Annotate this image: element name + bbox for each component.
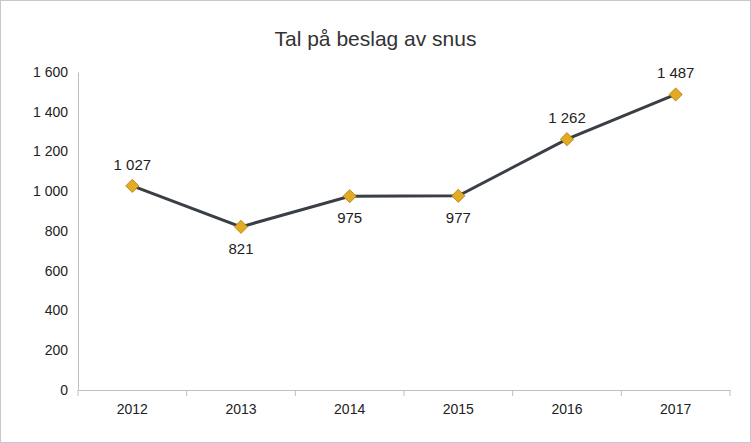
y-tick: 600: [45, 263, 78, 279]
x-separators: [78, 390, 730, 396]
y-tick: 0: [60, 382, 78, 398]
chart: Tal på beslag av snus 0 200 400 600 800 1 000 1…: [0, 0, 751, 443]
y-tick-label: 800: [45, 223, 69, 239]
plot: 02004006008001 0001 2001 4001 6002012201…: [33, 64, 731, 417]
y-tick: 1 200: [33, 143, 78, 159]
y-tick-label: 1 400: [33, 104, 68, 120]
marker: [669, 88, 682, 101]
marker: [126, 179, 139, 192]
y-tick: 800: [45, 223, 78, 239]
y-tick: 1 000: [33, 183, 78, 199]
data-label: 1 262: [548, 109, 586, 126]
x-tick: 2013: [225, 390, 256, 417]
y-tick: 200: [45, 342, 78, 358]
x-tick: 2012: [117, 390, 148, 417]
y-tick-label: 200: [45, 342, 69, 358]
y-tick-label: 400: [45, 302, 69, 318]
x-separator: [78, 390, 79, 396]
x-tick-label: 2015: [443, 401, 474, 417]
x-separator: [186, 390, 187, 396]
data-label: 977: [446, 209, 471, 226]
title: Tal på beslag av snus: [275, 27, 477, 50]
x-tick: 2016: [551, 390, 582, 417]
marker: [234, 220, 247, 233]
data-label: 1 027: [114, 156, 152, 173]
marks: [126, 88, 682, 234]
data-label: 975: [337, 209, 362, 226]
x-tick-label: 2016: [551, 401, 582, 417]
data-label: 1 487: [657, 64, 695, 81]
x-separator: [621, 390, 622, 396]
x-axis: 2012 2013 2014 2015 2016 2017: [78, 390, 731, 417]
line: [132, 94, 675, 226]
x-tick-label: 2017: [660, 401, 691, 417]
x-tick: 2014: [334, 390, 365, 417]
y-tick: 1 400: [33, 104, 78, 120]
y-tick: 400: [45, 302, 78, 318]
x-separator: [730, 390, 731, 396]
frame: [1, 1, 751, 443]
marker: [452, 189, 465, 202]
y-tick-label: 1 000: [33, 183, 68, 199]
x-tick-label: 2012: [117, 401, 148, 417]
x-tick-label: 2014: [334, 401, 365, 417]
x-separator: [295, 390, 296, 396]
x-tick-label: 2013: [225, 401, 256, 417]
x-separator: [404, 390, 405, 396]
data-labels: 1 027 821 975 977 1 262 1 487: [114, 64, 695, 256]
y-tick-label: 0: [60, 382, 68, 398]
x-tick: 2017: [660, 390, 691, 417]
y-axis: 0 200 400 600 800 1 000 1 200 1 400 1 600: [33, 64, 79, 398]
y-tick: 1 600: [33, 64, 78, 80]
y-axis-line: [78, 73, 79, 391]
data-label: 821: [228, 240, 253, 257]
x-separator: [512, 390, 513, 396]
x-tick: 2015: [443, 390, 474, 417]
marker: [343, 190, 356, 203]
y-tick-label: 1 600: [33, 64, 68, 80]
y-tick-label: 600: [45, 263, 69, 279]
y-tick-label: 1 200: [33, 143, 68, 159]
marker: [560, 133, 573, 146]
